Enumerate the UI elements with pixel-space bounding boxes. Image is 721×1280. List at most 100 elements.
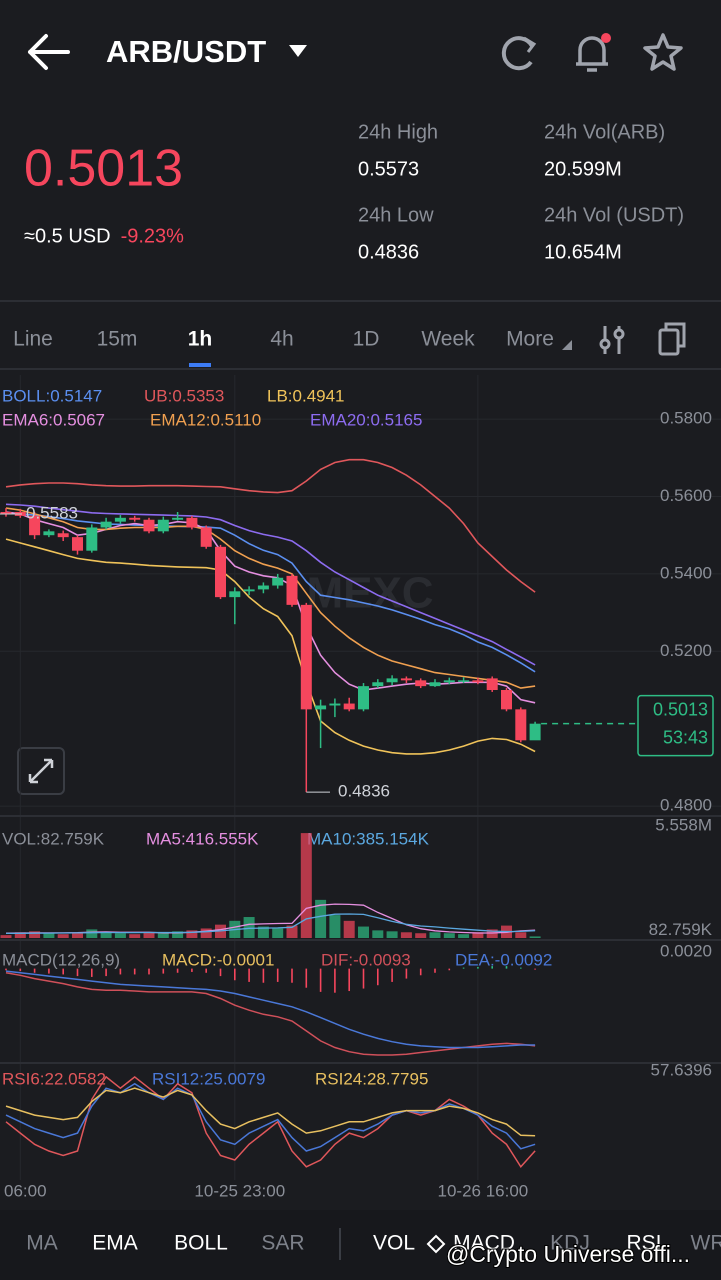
indicator-tab[interactable]: VOL [373,1232,415,1255]
last-price-box [637,694,714,757]
volume-bar [443,933,455,938]
legend-item: BOLL:0.5147 [2,386,102,405]
indicator-tab[interactable]: KDJ [550,1232,590,1255]
more-arrow [562,340,572,350]
legend-item: DEA:-0.0092 [455,950,552,969]
stat-label: 24h Vol (USDT) [544,204,684,226]
settings-icon[interactable] [599,326,625,354]
legend-item: RSI6:22.0582 [2,1069,106,1088]
indicator-tab[interactable]: RSI [626,1232,661,1255]
candle-body [286,575,298,605]
candle-body [72,537,83,551]
last-price-label: 0.5013 [653,699,708,719]
legend-item: EMA6:0.5067 [2,410,105,429]
volume-bar [272,928,284,938]
candle-body [257,585,269,590]
volume-bar [114,933,126,938]
expand-button[interactable] [17,747,65,795]
indicator-tab[interactable]: SAR [261,1232,304,1255]
candle-body [114,517,126,522]
volume-bar [129,934,141,938]
indicator-line [5,1075,536,1169]
candle-body [215,546,226,598]
legend-item: UB:0.5353 [144,386,224,405]
volume-bar [186,930,198,938]
pair-title[interactable]: ARB/USDT [106,34,266,69]
indicator-tab[interactable]: WR [691,1232,721,1255]
active-underline [189,363,211,367]
low-label: 0.4836 [338,782,390,801]
x-tick-label: 10-25 23:00 [194,1181,285,1200]
y-tick-label: 0.5400 [660,563,712,582]
candle-body [486,678,498,691]
indicator-line [5,972,536,1056]
x-tick-label: 06:00 [4,1181,47,1200]
volume-bar [300,833,312,938]
volume-bar [386,931,398,938]
candle-body [300,604,312,710]
legend-item: VOL:82.759K [2,829,105,848]
indicator-line [5,503,536,666]
candle-body [129,517,141,520]
interval-tab[interactable]: More [506,328,554,351]
candle-body [472,680,484,683]
indicator-tab[interactable]: MA [26,1232,58,1255]
y-tick-label: 0.5200 [660,641,712,660]
candle-body [243,589,255,592]
legend-item: RSI12:25.0079 [152,1069,265,1088]
volume-bar [243,917,255,938]
interval-tab[interactable]: Line [13,328,53,351]
candle-body [343,703,355,710]
interval-tab[interactable]: 1D [353,328,380,351]
candle-body [157,519,169,532]
indicator-line [5,538,536,755]
overlay-watermark: @Crypto Universe offi... [446,1241,690,1267]
y-tick-label: 0.5600 [660,486,712,505]
legend-item: MA5:416.555K [146,829,259,848]
legend-item: EMA20:0.5165 [310,410,422,429]
indicator-line [5,1082,536,1152]
stat-value: 20.599M [544,158,622,180]
interval-tab[interactable]: 4h [270,328,293,351]
indicator-tab[interactable]: EMA [92,1232,138,1255]
interval-tab[interactable]: 15m [97,328,138,351]
y-tick-label: 5.558M [655,815,712,834]
layout-icon[interactable] [658,322,686,356]
interval-tab[interactable]: 1h [188,328,213,351]
volume-bar [429,932,441,938]
volume-bar [100,931,112,938]
volume-bar [29,931,41,938]
volume-bar [143,932,155,938]
last-price: 0.5013 [24,140,183,198]
volume-bar [343,920,355,938]
y-tick-label: 82.759K [649,920,713,939]
candle-body [443,680,455,683]
volume-bar [72,932,83,938]
volume-bar [172,931,184,938]
dropdown-arrow[interactable] [289,45,307,57]
volume-bar [0,935,12,938]
volume-bar [458,934,470,938]
candle-body [86,527,98,551]
indicator-tab[interactable]: MACD [453,1232,515,1255]
candle-body [529,723,541,741]
candle-body [400,678,412,681]
volume-bar [86,929,98,938]
indicator-tab[interactable]: BOLL [174,1232,228,1255]
volume-bar [415,933,427,938]
volume-bar [286,925,298,938]
volume-bar [529,936,541,938]
refresh-icon[interactable] [501,36,537,71]
volume-bar [400,932,412,938]
bell-icon[interactable] [576,33,611,72]
interval-tab[interactable]: Week [421,328,475,351]
candle-body [372,682,384,687]
candle-body [415,680,427,687]
candle-body [29,515,41,536]
back-button[interactable] [28,34,70,70]
favorite-icon[interactable] [643,33,683,71]
volume-bar [515,932,527,938]
